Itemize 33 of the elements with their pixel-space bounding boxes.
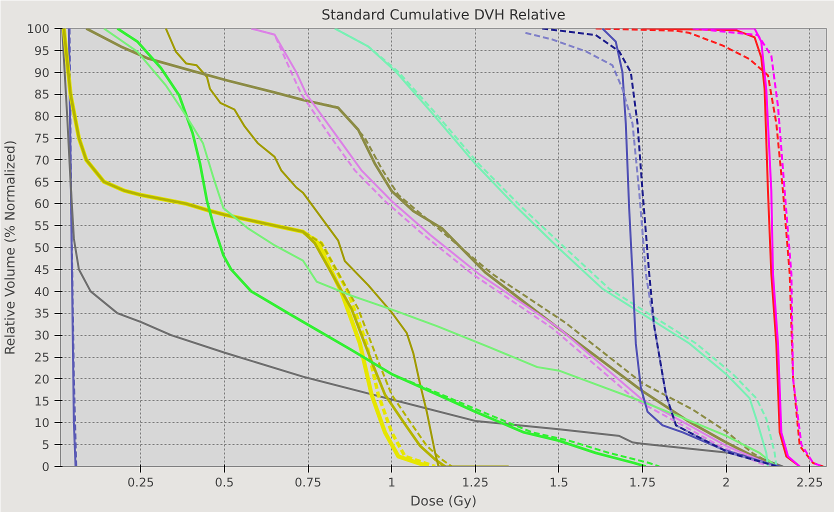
y-tick-label: 20 [34, 372, 50, 386]
x-tick-label: 1 [388, 476, 396, 490]
chart-title: Standard Cumulative DVH Relative [321, 8, 566, 24]
y-tick-label: 75 [34, 132, 50, 146]
y-axis-title: Relative Volume (% Normalized) [4, 140, 19, 355]
x-tick-label: 2.25 [796, 476, 824, 490]
y-tick-label: 10 [34, 416, 50, 430]
y-tick-label: 40 [34, 284, 50, 299]
y-tick-label: 45 [34, 262, 50, 277]
y-tick-label: 65 [34, 175, 50, 190]
x-tick-label: 0.75 [294, 476, 322, 490]
x-tick-label: 1.25 [462, 476, 489, 490]
y-tick-label: 5 [42, 438, 50, 452]
y-tick-label: 95 [34, 44, 50, 58]
y-tick-label: 50 [34, 241, 50, 255]
y-tick-label: 100 [26, 22, 50, 36]
y-tick-label: 0 [42, 460, 50, 474]
y-tick-label: 80 [34, 110, 50, 124]
x-tick-label: 0.25 [127, 476, 154, 490]
y-tick-label: 25 [34, 350, 50, 364]
x-axis-title: Dose (Gy) [410, 494, 477, 510]
y-tick-label: 15 [34, 394, 50, 408]
x-tick-label: 0.5 [214, 476, 234, 490]
y-tick-label: 35 [34, 306, 50, 321]
y-tick-label: 60 [34, 197, 50, 212]
x-tick-label: 1.75 [629, 476, 656, 490]
y-tick-label: 30 [34, 328, 50, 343]
x-tick-label: 2 [722, 476, 730, 490]
y-tick-label: 85 [34, 88, 50, 102]
y-tick-label: 55 [34, 219, 50, 234]
x-tick-label: 1.5 [549, 476, 568, 490]
y-tick-label: 90 [34, 66, 50, 80]
y-tick-label: 70 [34, 153, 50, 168]
